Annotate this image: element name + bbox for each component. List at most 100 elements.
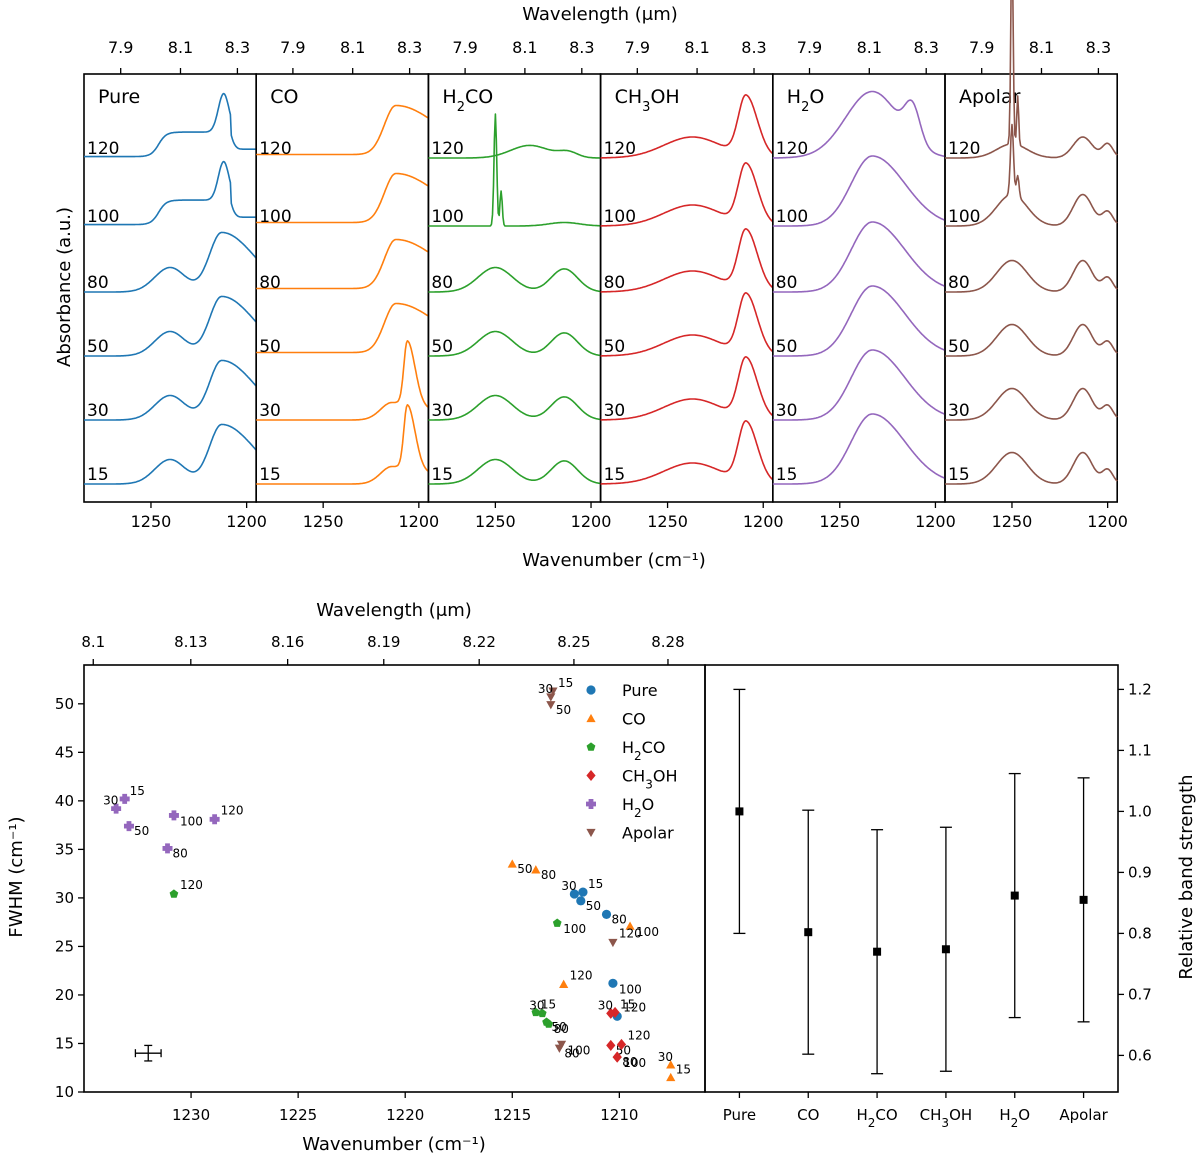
spectrum-curve-80K [600,228,774,293]
point-temperature-label: 100 [568,1043,591,1057]
point-ch3oh-50K [606,1039,616,1051]
wavelength-tick-label: 8.22 [462,633,495,651]
temperature-label: 15 [776,465,798,485]
point-temperature-label: 80 [564,1046,579,1060]
temperature-label: 100 [431,207,463,227]
temperature-label: 100 [604,207,636,227]
scatter-ylabel: FWHM (cm⁻¹) [6,816,27,937]
temperature-label: 100 [259,207,291,227]
point-temperature-label: 80 [611,912,626,926]
y-tick-label: 35 [55,840,74,858]
y-tick-label: 10 [55,1083,74,1101]
x-tick-label: 1215 [493,1106,531,1124]
band-h2o: H2O [999,772,1030,1130]
wavelength-tick-label: 7.9 [280,38,305,57]
temperature-label: 50 [431,337,453,357]
band-pure: Pure [723,688,756,1124]
point-pure-50K [576,896,586,906]
temperature-label: 80 [604,273,626,293]
category-label: Pure [723,1106,756,1124]
panel-title: CO [270,86,298,108]
spectrum-curve-15K [428,458,601,485]
legend-item-h2co: H2CO [586,738,665,763]
point-ch3oh-100K [612,1051,622,1063]
point-h2co-120K [169,889,179,898]
temperature-label: 15 [87,465,109,485]
legend-marker [586,742,596,751]
legend-item-co: CO [586,710,646,729]
temperature-label: 80 [776,273,798,293]
point-apolar-50K [546,701,556,710]
point-h2o-30K [111,803,122,814]
x-tick-label: 1210 [600,1106,638,1124]
wavelength-tick-label: 8.1 [81,633,105,651]
category-label: CO [797,1106,819,1124]
legend-label: H2O [622,795,654,820]
top-wavelength-label: Wavelength (μm) [522,4,678,25]
panel-title: H2O [787,86,825,115]
spectrum-curve-100K [600,162,774,227]
point-h2o-80K [162,843,173,854]
temperature-label: 15 [259,465,281,485]
spectrum-curve-80K [84,231,257,293]
wavelength-tick-label: 8.1 [168,38,193,57]
point-temperature-label: 30 [529,998,544,1012]
temperature-label: 30 [776,401,798,421]
wavelength-tick-label: 8.1 [1029,38,1054,57]
spectrum-curve-100K [84,160,257,226]
spectra-panel-co: 7.9 8.1 8.3 1250 1200 CO 15 30 50 80 100 120 [255,38,439,531]
point-apolar-100K [556,1040,567,1050]
spectra-xlabel: Wavenumber (cm⁻¹) [522,550,706,571]
category-label: CH3OH [920,1106,973,1130]
temperature-label: 30 [948,401,970,421]
point-h2co-15K [531,1007,541,1017]
point-temperature-label: 30 [103,794,118,808]
category-label: Apolar [1059,1106,1108,1124]
panel-title: Pure [98,86,140,108]
temperature-label: 50 [948,337,970,357]
point-temperature-label: 30 [538,682,553,696]
point-temperature-label: 15 [130,784,145,798]
spectra-ylabel: Absorbance (a.u.) [54,207,75,367]
spectrum-curve-120K [428,144,601,159]
wavelength-tick-label: 8.3 [1086,38,1111,57]
spectrum-curve-120K [772,90,946,159]
point-temperature-label: 80 [622,1055,637,1069]
point-h2co-80K [544,1019,554,1028]
value-marker [1010,891,1019,900]
band-ch3oh: CH3OH [920,826,973,1130]
wavelength-tick-label: 7.9 [108,38,133,57]
point-temperature-label: 80 [554,1022,569,1036]
point-temperature-label: 100 [563,922,586,936]
wavelength-tick-label: 8.1 [340,38,365,57]
point-temperature-label: 100 [623,1056,646,1070]
spectrum-curve-100K [945,123,1118,227]
spectrum-curve-120K [84,92,257,158]
legend-item-h2o: H2O [586,795,654,820]
temperature-label: 120 [87,139,119,159]
point-temperature-label: 50 [134,824,149,838]
point-apolar-30K [546,693,556,702]
right-y-tick-label: 1.1 [1128,741,1152,759]
right-y-tick-label: 0.6 [1128,1046,1152,1064]
wavelength-tick-label: 8.1 [684,38,709,57]
y-tick-label: 15 [55,1034,74,1052]
point-temperature-label: 120 [221,803,244,817]
point-h2o-120K [209,814,220,825]
temperature-label: 30 [87,401,109,421]
right-y-tick-label: 1.2 [1128,680,1152,698]
wavelength-tick-label: 8.16 [271,633,304,651]
spectrum-curve-30K [428,394,601,421]
point-temperature-label: 30 [561,879,576,893]
panel-title: CH3OH [615,86,680,115]
point-pure-30K [569,889,579,899]
point-co-15K [666,1072,676,1082]
spectrum-curve-30K [84,359,257,421]
legend-item-ch3oh: CH3OH [586,767,677,792]
temperature-label: 120 [431,139,463,159]
point-temperature-label: 50 [517,862,532,876]
spectra-panel-ch3oh: 7.9 8.1 8.3 1250 1200 CH3OH 15 30 50 80 100 120 [599,38,784,531]
